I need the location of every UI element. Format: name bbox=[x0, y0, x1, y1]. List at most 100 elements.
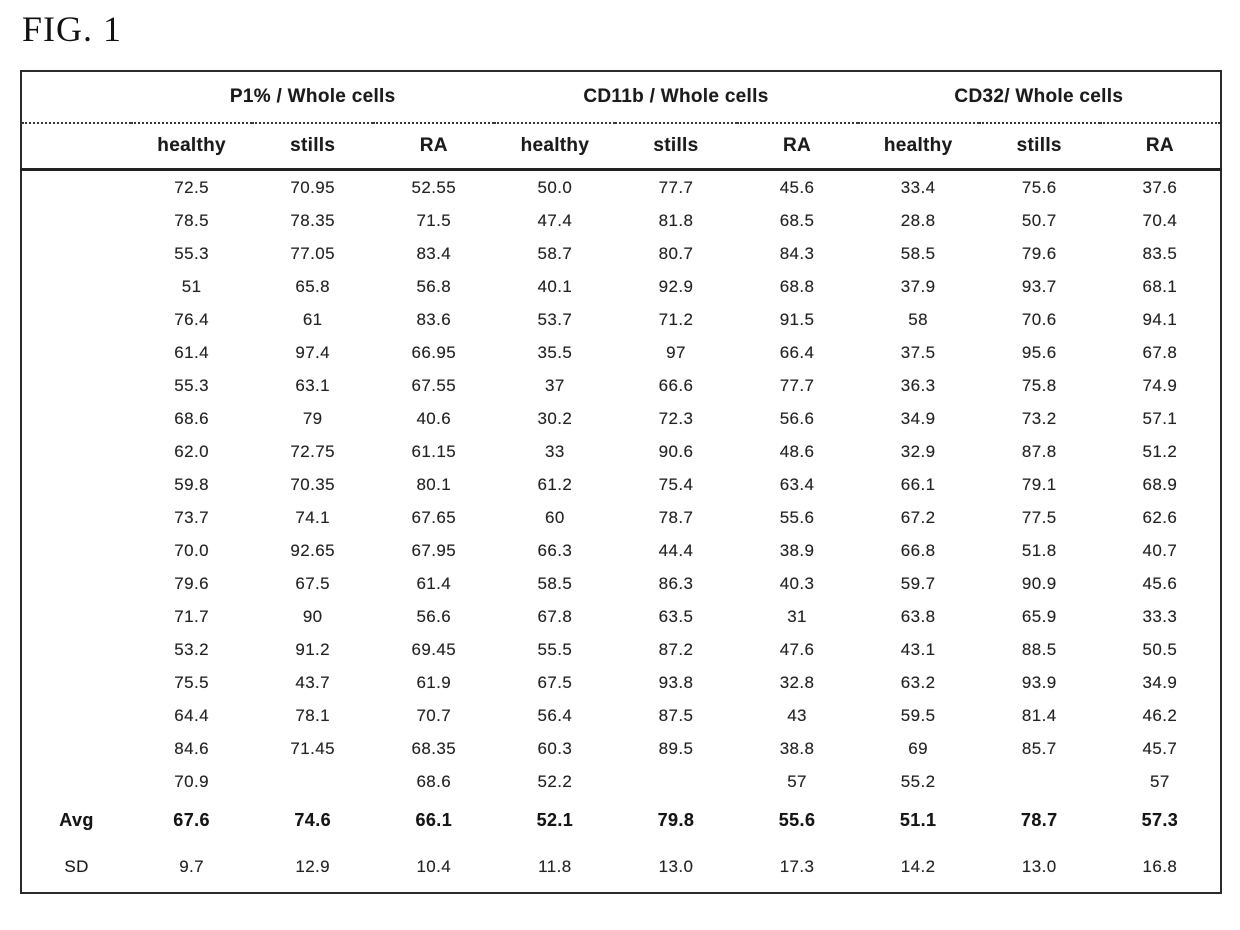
table-cell: 93.8 bbox=[658, 672, 694, 692]
corner-cell bbox=[21, 71, 132, 124]
row-label bbox=[21, 600, 131, 633]
table-row: 55.3 77.05 83.4 58.7 80.7 84.3 58.5 79.6 83.5 bbox=[21, 237, 1221, 270]
table-cell: 68.8 bbox=[779, 276, 815, 296]
table-cell: 53.2 bbox=[174, 639, 209, 659]
table-cell: 79.6 bbox=[1021, 243, 1057, 263]
table-cell: 57.3 bbox=[1141, 809, 1179, 830]
table-cell: 72.75 bbox=[290, 441, 335, 461]
table-cell: 66.95 bbox=[411, 342, 457, 362]
table-cell: 28.8 bbox=[900, 210, 936, 230]
row-label bbox=[21, 237, 131, 270]
table-cell: 62.0 bbox=[174, 441, 209, 461]
table-row: 53.2 91.2 69.45 55.5 87.2 47.6 43.1 88.5 50.5 bbox=[21, 633, 1221, 666]
table-cell: 73.7 bbox=[174, 507, 209, 527]
table-cell: 79.8 bbox=[657, 809, 695, 830]
row-label bbox=[21, 633, 131, 666]
table-cell: 67.55 bbox=[411, 375, 457, 395]
table-cell: 66.1 bbox=[900, 474, 936, 494]
sd-row: SD 9.7 12.9 10.4 11.8 13.0 17.3 14.2 13.0 16.8 bbox=[21, 842, 1221, 893]
table-cell: 78.35 bbox=[290, 210, 335, 230]
table-cell: 11.8 bbox=[538, 857, 572, 876]
table-cell: 70.0 bbox=[174, 540, 209, 560]
table-cell: 70.4 bbox=[1142, 210, 1178, 230]
table-row: 72.5 70.95 52.55 50.0 77.7 45.6 33.4 75.6 37.6 bbox=[21, 170, 1221, 205]
table-cell: 43.1 bbox=[900, 639, 936, 659]
table-cell: 90.9 bbox=[1021, 573, 1057, 593]
table-cell: 59.7 bbox=[900, 573, 936, 593]
table-cell: 40.7 bbox=[1142, 540, 1178, 560]
table-cell: 61.9 bbox=[416, 672, 452, 692]
table-cell: 61.4 bbox=[174, 342, 209, 362]
table-cell: 51.1 bbox=[899, 809, 937, 830]
table-cell: 58.5 bbox=[900, 243, 936, 263]
table-cell: 74.9 bbox=[1142, 375, 1178, 395]
row-label bbox=[21, 435, 131, 468]
table-cell: 80.7 bbox=[658, 243, 694, 263]
table-cell: 59.8 bbox=[174, 474, 209, 494]
column-header-stills-cd32: stills bbox=[978, 123, 1100, 171]
table-row: 78.5 78.35 71.5 47.4 81.8 68.5 28.8 50.7 70.4 bbox=[21, 204, 1221, 237]
table-cell: 55.2 bbox=[900, 771, 936, 791]
table-cell: 52.2 bbox=[537, 771, 573, 791]
table-cell: 43 bbox=[787, 705, 807, 725]
corner-cell bbox=[21, 123, 132, 171]
row-label bbox=[21, 666, 131, 699]
table-cell: 71.45 bbox=[290, 738, 335, 758]
row-label: SD bbox=[64, 857, 89, 876]
table-cell: 56.6 bbox=[416, 606, 452, 626]
table-cell: 50.0 bbox=[537, 177, 573, 197]
column-header-ra-cd11b: RA bbox=[736, 123, 858, 171]
table-cell: 33.3 bbox=[1142, 606, 1178, 626]
table-cell: 79 bbox=[302, 408, 323, 428]
table-cell: 86.3 bbox=[658, 573, 694, 593]
table-cell: 58 bbox=[908, 309, 928, 329]
table-cell: 87.5 bbox=[658, 705, 694, 725]
table-row: 70.0 92.65 67.95 66.3 44.4 38.9 66.8 51.8 40.7 bbox=[21, 534, 1221, 567]
table-cell: 66.1 bbox=[415, 809, 453, 830]
table-cell: 17.3 bbox=[779, 857, 815, 876]
table-cell: 81.8 bbox=[658, 210, 694, 230]
table-cell: 56.6 bbox=[779, 408, 815, 428]
table-cell: 77.7 bbox=[658, 177, 694, 197]
table-cell: 44.4 bbox=[658, 540, 694, 560]
table-cell: 75.5 bbox=[174, 672, 209, 692]
table-cell: 10.4 bbox=[416, 857, 452, 876]
table-cell: 37.9 bbox=[900, 276, 936, 296]
table-cell: 90.6 bbox=[658, 441, 694, 461]
table-cell: 71.2 bbox=[658, 309, 694, 329]
table-cell: 30.2 bbox=[537, 408, 573, 428]
table-cell: 92.9 bbox=[658, 276, 694, 296]
table-cell: 61.15 bbox=[411, 441, 457, 461]
table-cell: 78.1 bbox=[295, 705, 331, 725]
table-cell: 97.4 bbox=[295, 342, 331, 362]
table-cell: 57 bbox=[1150, 771, 1170, 791]
table-cell: 55.3 bbox=[174, 243, 209, 263]
table-cell: 52.55 bbox=[411, 177, 457, 197]
table-row: 64.4 78.1 70.7 56.4 87.5 43 59.5 81.4 46.2 bbox=[21, 699, 1221, 732]
table-cell: 37 bbox=[545, 375, 565, 395]
table-cell: 77.7 bbox=[779, 375, 815, 395]
table-cell: 80.1 bbox=[416, 474, 452, 494]
table-cell: 68.6 bbox=[416, 771, 452, 791]
row-label: Avg bbox=[59, 809, 94, 830]
table-cell: 57 bbox=[787, 771, 807, 791]
table-row: 70.9 68.6 52.2 57 55.2 57 bbox=[21, 765, 1221, 798]
table-cell: 67.95 bbox=[411, 540, 457, 560]
table-cell: 31 bbox=[787, 606, 807, 626]
table-cell: 16.8 bbox=[1142, 857, 1178, 876]
column-header-stills-cd11b: stills bbox=[615, 123, 737, 171]
table-cell: 61 bbox=[302, 309, 323, 329]
table-head: P1% / Whole cells CD11b / Whole cells CD… bbox=[21, 71, 1221, 171]
table-row: 79.6 67.5 61.4 58.5 86.3 40.3 59.7 90.9 45.6 bbox=[21, 567, 1221, 600]
table-cell: 70.35 bbox=[290, 474, 335, 494]
table-cell: 72.5 bbox=[174, 177, 209, 197]
table-cell: 79.6 bbox=[174, 573, 209, 593]
table-cell: 68.35 bbox=[411, 738, 457, 758]
table-cell: 33 bbox=[545, 441, 565, 461]
column-header-healthy-cd11b: healthy bbox=[494, 123, 616, 171]
row-label bbox=[21, 270, 131, 303]
group-header-cd32-whole-cells: CD32/ Whole cells bbox=[857, 71, 1221, 124]
table-cell: 84.3 bbox=[779, 243, 815, 263]
table-cell: 67.6 bbox=[173, 809, 210, 830]
table-cell: 32.8 bbox=[779, 672, 815, 692]
